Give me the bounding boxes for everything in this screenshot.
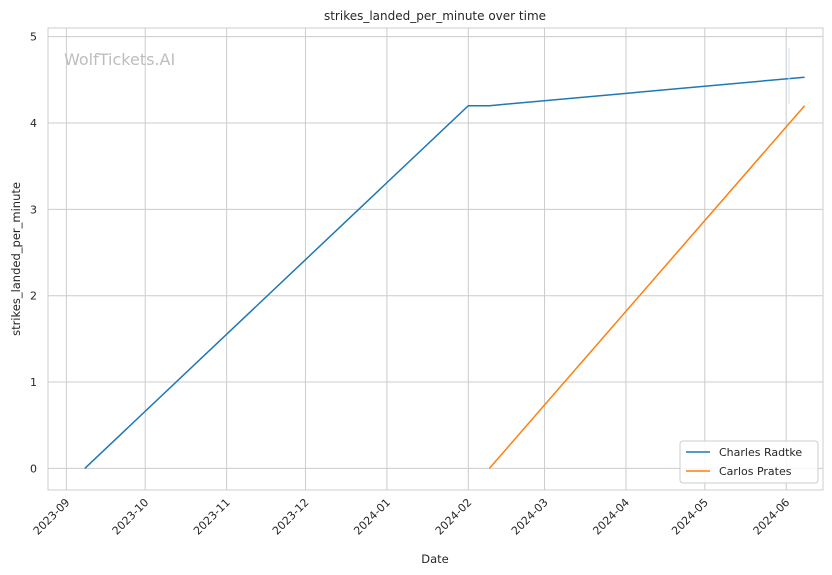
legend-entry-label: Carlos Prates (719, 465, 792, 478)
legend-entry-label: Charles Radtke (719, 446, 802, 459)
x-tick-label: 2023-10 (110, 496, 152, 538)
x-axis-ticks: 2023-09 2023-10 2023-11 2023-12 2024-01 2024-… (31, 496, 793, 538)
watermark-text: WolfTickets.AI (64, 50, 175, 69)
y-tick-label: 5 (30, 31, 37, 44)
y-tick-label: 1 (30, 376, 37, 389)
y-tick-label: 3 (30, 203, 37, 216)
x-tick-label: 2024-05 (669, 496, 711, 538)
legend: Charles Radtke Carlos Prates (679, 440, 819, 484)
y-axis-ticks: 0 1 2 3 4 5 (30, 31, 37, 476)
x-tick-label: 2023-11 (191, 496, 233, 538)
x-tick-label: 2024-06 (751, 496, 793, 538)
legend-box (679, 440, 819, 484)
x-axis-label: Date (421, 552, 449, 566)
y-tick-label: 0 (30, 462, 37, 475)
x-tick-label: 2024-03 (509, 496, 551, 538)
y-tick-label: 4 (30, 117, 37, 130)
x-tick-label: 2024-04 (590, 496, 632, 538)
x-tick-label: 2023-09 (31, 496, 73, 538)
y-axis-label: strikes_landed_per_minute (9, 182, 23, 336)
x-tick-label: 2023-12 (270, 496, 312, 538)
series-line-charles-radtke (84, 76, 805, 469)
chart-title: strikes_landed_per_minute over time (324, 9, 546, 23)
y-tick-label: 2 (30, 290, 37, 303)
series-group (84, 76, 806, 469)
x-tick-label: 2024-02 (433, 496, 475, 538)
grid-lines (48, 28, 823, 490)
x-tick-label: 2024-01 (351, 496, 393, 538)
plot-frame (47, 27, 824, 491)
series-line-carlos-prates (488, 105, 806, 469)
